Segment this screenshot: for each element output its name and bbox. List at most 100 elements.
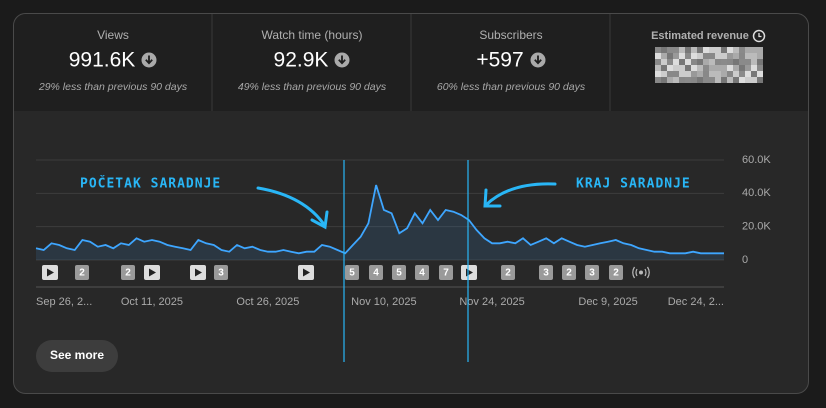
x-tick-label: Sep 26, 2... (36, 296, 92, 308)
blur-cell (739, 77, 745, 83)
play-icon (47, 268, 54, 277)
blur-cell (733, 77, 739, 83)
blur-cell (751, 47, 757, 53)
blur-cell (745, 47, 751, 53)
blur-cell (703, 47, 709, 53)
blur-cell (655, 65, 661, 71)
badge-count: 3 (543, 268, 549, 279)
blur-cell (679, 77, 685, 83)
blur-cell (661, 59, 667, 65)
y-tick-label: 20.0K (742, 221, 771, 233)
blur-cell (703, 59, 709, 65)
blur-cell (709, 71, 715, 77)
blur-cell (697, 53, 703, 59)
blur-cell (691, 77, 697, 83)
see-more-button[interactable]: See more (36, 340, 118, 372)
blur-cell (685, 59, 691, 65)
video-marker (298, 265, 314, 280)
play-icon (149, 268, 156, 277)
blur-cell (739, 53, 745, 59)
badge-bg (609, 265, 623, 280)
blur-cell (721, 59, 727, 65)
badge-count: 2 (613, 268, 619, 279)
blur-cell (655, 53, 661, 59)
blur-cell (667, 59, 673, 65)
blur-cell (661, 47, 667, 53)
blur-cell (685, 77, 691, 83)
blur-cell (655, 71, 661, 77)
badge-bg (415, 265, 429, 280)
badge-bg (392, 265, 406, 280)
blur-cell (667, 47, 673, 53)
x-tick-label: Nov 10, 2025 (351, 296, 416, 308)
blur-cell (667, 53, 673, 59)
blur-cell (739, 71, 745, 77)
blur-cell (685, 65, 691, 71)
blur-cell (745, 71, 751, 77)
blur-cell (727, 47, 733, 53)
button-label: See more (50, 348, 104, 362)
badge-bg (369, 265, 383, 280)
blur-cell (751, 59, 757, 65)
tab[interactable]: Views 991.6K 29% less than previous 90 d… (38, 28, 188, 93)
blur-cell (661, 53, 667, 59)
tab-value: 991.6K (69, 49, 136, 72)
blur-cell (721, 71, 727, 77)
blur-cell (655, 47, 661, 53)
blur-cell (697, 47, 703, 53)
blur-cell (739, 59, 745, 65)
blur-cell (703, 65, 709, 71)
blur-cell (757, 47, 763, 53)
badge-count: 5 (396, 268, 402, 279)
blur-cell (709, 47, 715, 53)
blur-cell (691, 65, 697, 71)
blur-cell (697, 71, 703, 77)
badge-bg (539, 265, 553, 280)
blur-cell (673, 65, 679, 71)
blur-cell (721, 65, 727, 71)
play-icon (303, 268, 310, 277)
blur-cell (757, 59, 763, 65)
tab[interactable]: Subscribers +597 60% less than previous … (437, 28, 586, 93)
plot: 0 20.0K 40.0K 60.0K Sep 26, 2... Oct 11, 2025… (35, 154, 771, 308)
live-icon (632, 266, 650, 279)
blur-cell (709, 53, 715, 59)
badge-bg (501, 265, 515, 280)
tab-comparison: 60% less than previous 90 days (437, 81, 586, 93)
blur-cell (673, 71, 679, 77)
badge-count: 2 (79, 268, 85, 279)
blur-cell (751, 77, 757, 83)
blur-cell (685, 71, 691, 77)
badge-count: 3 (589, 268, 595, 279)
blur-cell (727, 77, 733, 83)
blur-cell (727, 71, 733, 77)
blur-cell (673, 77, 679, 83)
blur-cell (667, 71, 673, 77)
blur-cell (709, 77, 715, 83)
blur-cell (739, 47, 745, 53)
blur-cell (751, 53, 757, 59)
down-icon (530, 52, 546, 68)
video-marker (42, 265, 58, 280)
blur-cell (715, 59, 721, 65)
x-tick-label: Dec 9, 2025 (578, 296, 637, 308)
tab[interactable]: Watch time (hours) 92.9K 49% less than p… (238, 28, 387, 93)
area (36, 185, 724, 260)
x-tick-label: Oct 26, 2025 (236, 296, 299, 308)
blur-cell (685, 47, 691, 53)
blur-cell (715, 71, 721, 77)
blur-cell (703, 53, 709, 59)
blur-cell (667, 77, 673, 83)
blur-cell (727, 59, 733, 65)
blur-cell (745, 53, 751, 59)
y-tick-label: 60.0K (742, 154, 771, 166)
badge-count: 3 (218, 268, 224, 279)
video-marker (461, 265, 477, 280)
tab[interactable]: Estimated revenue (651, 29, 766, 83)
badge-bg (345, 265, 359, 280)
blur-cell (751, 65, 757, 71)
blur-cell (691, 47, 697, 53)
blur-cell (757, 77, 763, 83)
blurred-value (655, 47, 763, 83)
blur-cell (697, 65, 703, 71)
